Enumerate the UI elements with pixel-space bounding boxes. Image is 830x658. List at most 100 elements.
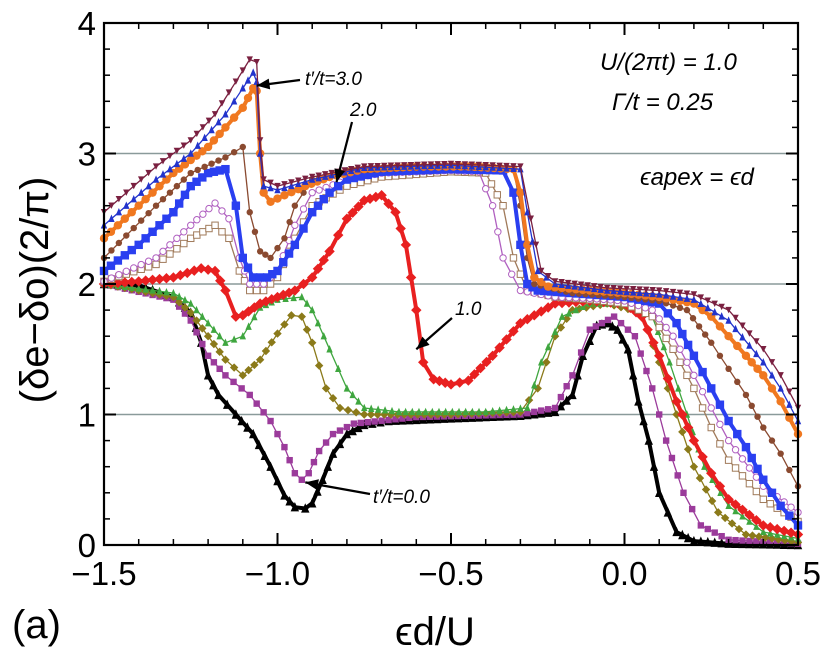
data-point: [475, 161, 482, 169]
data-point: [312, 263, 324, 274]
data-point: [445, 379, 457, 390]
data-point: [381, 162, 388, 170]
data-point: [192, 151, 201, 160]
data-point: [676, 293, 684, 301]
data-point: [411, 304, 422, 316]
data-point: [198, 147, 207, 156]
data-point: [734, 378, 741, 386]
data-point: [309, 305, 316, 314]
data-point: [341, 213, 353, 224]
data-point: [260, 409, 267, 416]
data-point: [205, 224, 213, 233]
data-point: [343, 384, 351, 392]
data-point: [529, 310, 540, 321]
data-point: [115, 239, 123, 247]
data-point: [753, 522, 760, 530]
data-point: [716, 420, 724, 428]
data-point: [313, 486, 322, 496]
data-point: [199, 124, 207, 131]
data-point: [563, 383, 570, 390]
data-point: [341, 167, 348, 174]
data-point: [385, 416, 392, 424]
data-point: [731, 464, 740, 472]
axis-ticks: −1.5 −1.0 −0.5 0.0 0.5 0 1 2 3 4: [71, 5, 821, 592]
data-point: [273, 194, 282, 203]
data-point: [199, 340, 206, 348]
data-point: [628, 370, 638, 380]
data-point: [508, 326, 519, 337]
data-point: [290, 240, 300, 250]
data-point: [376, 190, 387, 201]
data-point: [603, 284, 611, 292]
data-point: [356, 172, 365, 181]
data-point: [335, 438, 345, 449]
data-point: [785, 413, 794, 422]
data-point: [154, 273, 165, 285]
data-point: [454, 161, 462, 168]
data-point: [127, 208, 136, 217]
data-point: [538, 358, 545, 366]
data-point: [727, 519, 737, 528]
data-point: [222, 338, 229, 346]
data-point: [741, 530, 751, 539]
y-axis-title: (δe−δo)(2/π): [13, 177, 57, 404]
data-point: [489, 162, 496, 169]
data-point: [108, 247, 115, 254]
data-point: [216, 365, 223, 373]
data-point: [531, 408, 538, 416]
data-point: [349, 390, 356, 399]
data-point: [266, 280, 275, 288]
data-point: [141, 234, 150, 243]
y-tick-label: 1: [78, 397, 96, 434]
data-point: [777, 384, 784, 392]
data-point: [298, 278, 309, 290]
data-point: [302, 325, 312, 334]
data-point: [711, 529, 718, 536]
data-point: [629, 286, 637, 293]
data-point: [367, 163, 375, 170]
data-point: [323, 461, 333, 471]
data-point: [746, 517, 753, 525]
data-point: [785, 527, 797, 538]
data-point: [564, 279, 572, 287]
data-point: [273, 475, 282, 486]
data-point: [557, 393, 565, 401]
data-point: [108, 202, 115, 209]
data-point: [406, 414, 413, 422]
data-point: [656, 411, 663, 418]
data-point: [267, 179, 274, 187]
data-point: [322, 439, 330, 446]
data-point: [510, 163, 517, 170]
data-point: [260, 176, 267, 183]
data-point: [562, 314, 571, 323]
data-point: [707, 384, 716, 393]
data-point: [280, 490, 289, 500]
annotation-arrow-head: [416, 336, 430, 350]
data-point: [718, 312, 725, 320]
data-point: [208, 125, 215, 134]
data-point: [604, 316, 612, 324]
data-point: [318, 254, 329, 266]
data-point: [701, 462, 708, 470]
data-point: [753, 338, 760, 345]
data-point: [115, 195, 123, 203]
data-point: [720, 513, 730, 523]
data-point: [343, 423, 351, 431]
data-point: [142, 285, 149, 293]
data-point: [215, 275, 226, 286]
data-point: [415, 407, 423, 416]
data-point: [696, 536, 706, 546]
data-point: [469, 407, 476, 416]
data-point: [682, 422, 694, 433]
data-point: [199, 210, 207, 218]
data-point: [325, 188, 334, 197]
data-point: [193, 305, 200, 314]
data-point: [695, 323, 703, 330]
data-point: [584, 282, 591, 289]
data-point: [623, 344, 633, 354]
data-point: [148, 188, 157, 197]
data-point: [370, 169, 379, 178]
data-point: [279, 258, 288, 267]
data-point: [598, 319, 606, 327]
data-point: [698, 404, 707, 412]
